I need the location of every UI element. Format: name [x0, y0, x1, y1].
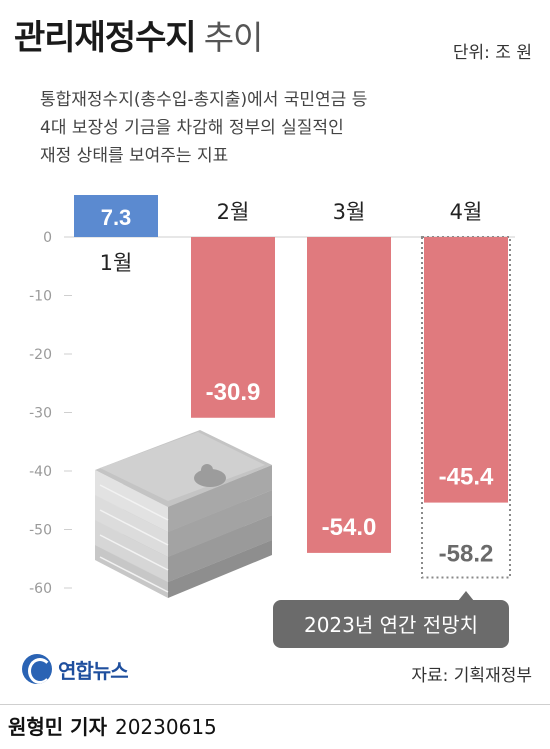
bar-chart: 0 -10 -20 -30 -40 -50 -60 7.3 -30.9 -54.0 -45.4 1월…	[29, 195, 515, 648]
bar	[424, 237, 508, 503]
credit: 원형민 기자 20230615	[8, 711, 217, 740]
yonhap-logo: 연합뉴스	[22, 654, 129, 684]
title-main: 관리재정수지	[14, 18, 197, 58]
y-tick-label: -40	[29, 464, 52, 480]
description-line: 재정 상태를 보여주는 지표	[40, 146, 229, 166]
data-label: 7.3	[101, 205, 132, 230]
projection-label: -58.2	[439, 540, 494, 567]
category-label: 2월	[217, 200, 250, 224]
title-suffix: 추이	[203, 18, 264, 57]
publish-date: 20230615	[114, 715, 217, 739]
y-tick-label: -30	[29, 406, 52, 422]
y-tick-label: -20	[29, 347, 52, 363]
y-tick-label: 0	[43, 230, 52, 246]
logo-text: 연합뉴스	[58, 658, 129, 683]
money-stack-icon	[95, 430, 272, 598]
description: 통합재정수지(총수입-총지출)에서 국민연금 등 4대 보장성 기금을 차감해 …	[40, 86, 500, 170]
y-tick-label: -60	[29, 581, 52, 597]
data-label: -30.9	[206, 379, 261, 406]
projection-note-box	[273, 600, 509, 648]
chart-title: 관리재정수지 추이	[14, 10, 264, 70]
note-pointer	[458, 591, 474, 601]
reporter-name: 원형민 기자	[8, 715, 107, 739]
bar	[74, 195, 158, 237]
description-line: 통합재정수지(총수입-총지출)에서 국민연금 등	[40, 90, 368, 110]
data-label: -45.4	[439, 464, 494, 491]
category-label: 3월	[333, 200, 366, 224]
source-label: 자료: 기획재정부	[411, 666, 532, 686]
bar	[191, 237, 275, 418]
bar	[307, 237, 391, 553]
description-line: 4대 보장성 기금을 차감해 정부의 실질적인	[40, 118, 344, 138]
y-tick-label: -50	[29, 523, 52, 539]
y-tick-label: -10	[29, 289, 52, 305]
unit-label: 단위: 조 원	[452, 43, 532, 63]
projection-note: 2023년 연간 전망치	[304, 613, 478, 637]
yonhap-logo-icon	[22, 654, 52, 684]
projection-box	[421, 236, 511, 579]
category-label: 1월	[100, 251, 133, 275]
data-label: -54.0	[322, 514, 377, 541]
divider	[0, 704, 550, 705]
category-label: 4월	[450, 200, 483, 224]
